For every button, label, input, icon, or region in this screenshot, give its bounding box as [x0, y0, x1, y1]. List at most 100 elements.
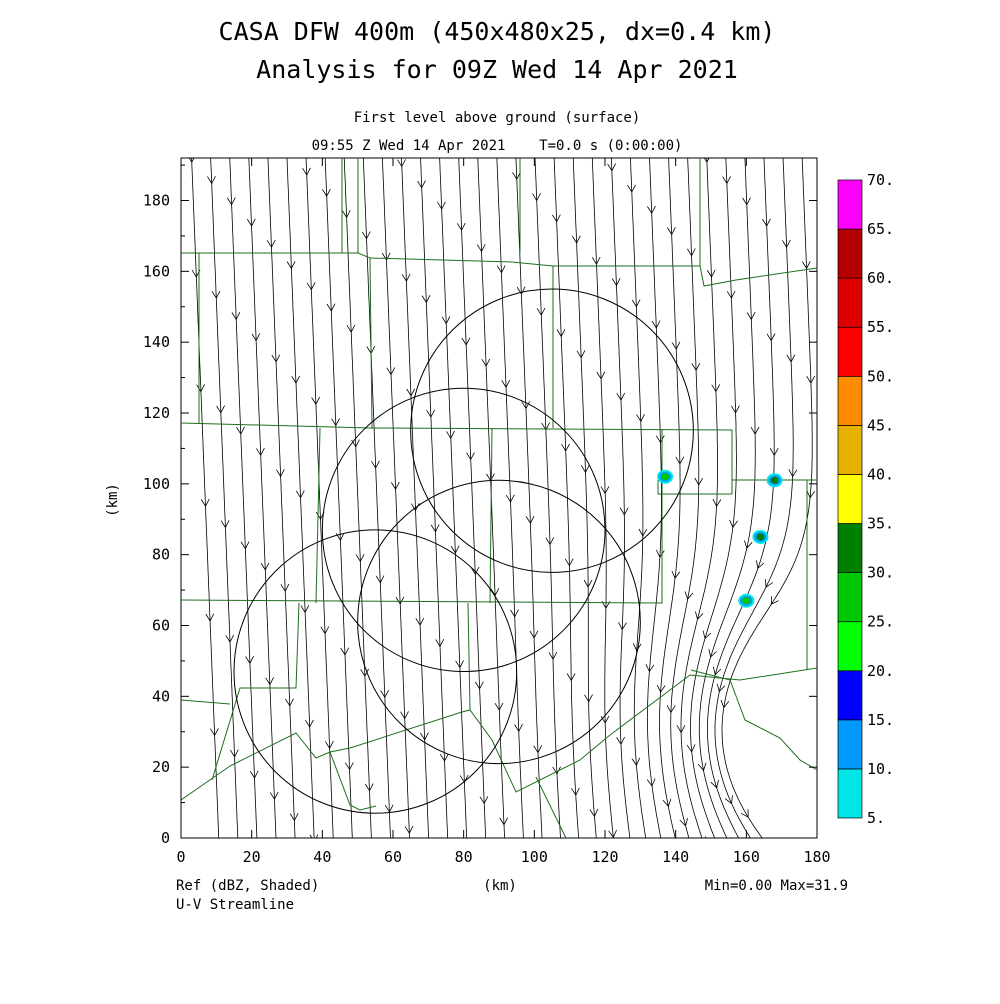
streamline-arrow [271, 354, 281, 363]
streamline-arrow [655, 435, 665, 444]
streamline-arrow [710, 779, 719, 789]
x-tick-label: 140 [662, 848, 689, 866]
streamline-arrow [636, 414, 645, 423]
streamline-arrow [608, 829, 617, 838]
streamline-arrow [510, 609, 519, 618]
streamline-arrow [731, 405, 740, 414]
streamline-arrow [325, 740, 334, 750]
streamline-arrow [415, 617, 425, 626]
streamline-arrow [245, 656, 254, 665]
colorbar-swatch [837, 375, 863, 426]
streamline-arrow [769, 448, 779, 457]
streamline-arrow [647, 205, 656, 215]
colorbar-label: 65. [867, 220, 894, 238]
streamline-arrow [580, 464, 590, 474]
streamline [714, 158, 794, 838]
streamline-arrow [246, 218, 256, 227]
streamline-arrow [601, 601, 611, 610]
x-tick-label: 80 [455, 848, 473, 866]
streamline-arrow [786, 354, 796, 363]
streamline-arrow [435, 639, 445, 648]
streamline-arrow [295, 490, 305, 499]
streamline-arrow [300, 605, 310, 614]
colorbar-label: 35. [867, 515, 894, 533]
streamline-arrow [236, 426, 245, 435]
streamline-arrow [765, 579, 773, 588]
streamline-arrow [476, 244, 486, 253]
streamline-arrow [501, 380, 511, 389]
chart-title-line1: CASA DFW 400m (450x480x25, dx=0.4 km) [219, 17, 776, 46]
streamline-arrow [470, 566, 480, 576]
streamline-arrow [390, 481, 400, 491]
y-axis-label: (km) [105, 483, 121, 517]
streamline [611, 158, 631, 838]
x-tick-label: 0 [176, 848, 185, 866]
colorbar-swatch [837, 523, 863, 573]
y-tick-label: 180 [143, 192, 170, 210]
streamline-arrow [426, 409, 435, 418]
streamline-arrow [251, 333, 261, 342]
streamline-arrow [532, 193, 541, 202]
streamline-arrow [584, 694, 593, 703]
colorbar-label: 10. [867, 760, 894, 778]
streamline-arrow [406, 388, 416, 397]
range-ring [233, 529, 518, 814]
streamline-arrow [702, 630, 712, 640]
chart-subtitle-line2: 09:55 Z Wed 14 Apr 2021 T=0.0 s (0:00:00… [312, 138, 683, 154]
streamline-arrow [256, 447, 265, 457]
streamline-arrow [341, 210, 351, 219]
streamline-arrow [596, 371, 606, 380]
chart-title-line2: Analysis for 09Z Wed 14 Apr 2021 [256, 55, 738, 84]
streamline [630, 158, 647, 838]
streamline-arrow [420, 732, 429, 741]
streamline [362, 158, 391, 838]
colorbar-swatch [837, 474, 863, 524]
y-tick-label: 20 [152, 758, 170, 776]
streamline-arrow [750, 426, 760, 435]
streamline-arrow [788, 469, 798, 478]
streamline-arrow [196, 384, 205, 393]
streamline-arrow [320, 626, 330, 635]
streamline-arrow [188, 158, 195, 164]
streamline-arrow [466, 452, 475, 461]
streamline-arrow [361, 231, 371, 240]
streamline-arrow [249, 770, 259, 779]
streamline-arrow [285, 698, 294, 707]
streamline-arrow [346, 324, 356, 333]
streamline-arrow [505, 494, 515, 503]
streamline-arrow [632, 643, 642, 652]
streamline-arrow [306, 282, 316, 291]
streamline-arrow [335, 532, 345, 542]
colorbar-swatch [837, 277, 863, 328]
echo-cell [738, 593, 755, 608]
streamline-arrow [344, 762, 354, 771]
x-tick-label: 160 [733, 848, 760, 866]
x-tick-label: 180 [803, 848, 830, 866]
streamline-arrow [566, 673, 576, 682]
streamline-arrow [525, 515, 535, 525]
streamline-arrow [638, 528, 648, 537]
colorbar-swatch [837, 326, 863, 377]
y-tick-label: 160 [143, 262, 170, 280]
county-boundaries [181, 158, 817, 838]
colorbar-label: 45. [867, 416, 894, 434]
streamline-arrow [801, 261, 811, 270]
chart-subtitle-line1: First level above ground (surface) [354, 110, 641, 126]
streamline-arrow [536, 307, 546, 316]
streamline-arrow [496, 265, 506, 274]
streamline-arrow [724, 795, 733, 805]
echo-core [770, 476, 779, 484]
streamline [401, 158, 430, 838]
streamline-arrow [211, 290, 221, 299]
streamline [591, 158, 614, 838]
streamline-arrow [671, 570, 681, 580]
streamline-arrow [576, 350, 586, 359]
y-axis: 0 20 40 60 80 100 120 140 160 180 [143, 164, 817, 847]
streamline-arrow [627, 184, 636, 193]
min-max-readout: Min=0.00 Max=31.9 [705, 878, 848, 894]
streamline-arrow [571, 787, 580, 796]
colorbar-swatch [837, 670, 863, 721]
streamline-arrow [729, 519, 738, 529]
streamline [229, 158, 258, 838]
